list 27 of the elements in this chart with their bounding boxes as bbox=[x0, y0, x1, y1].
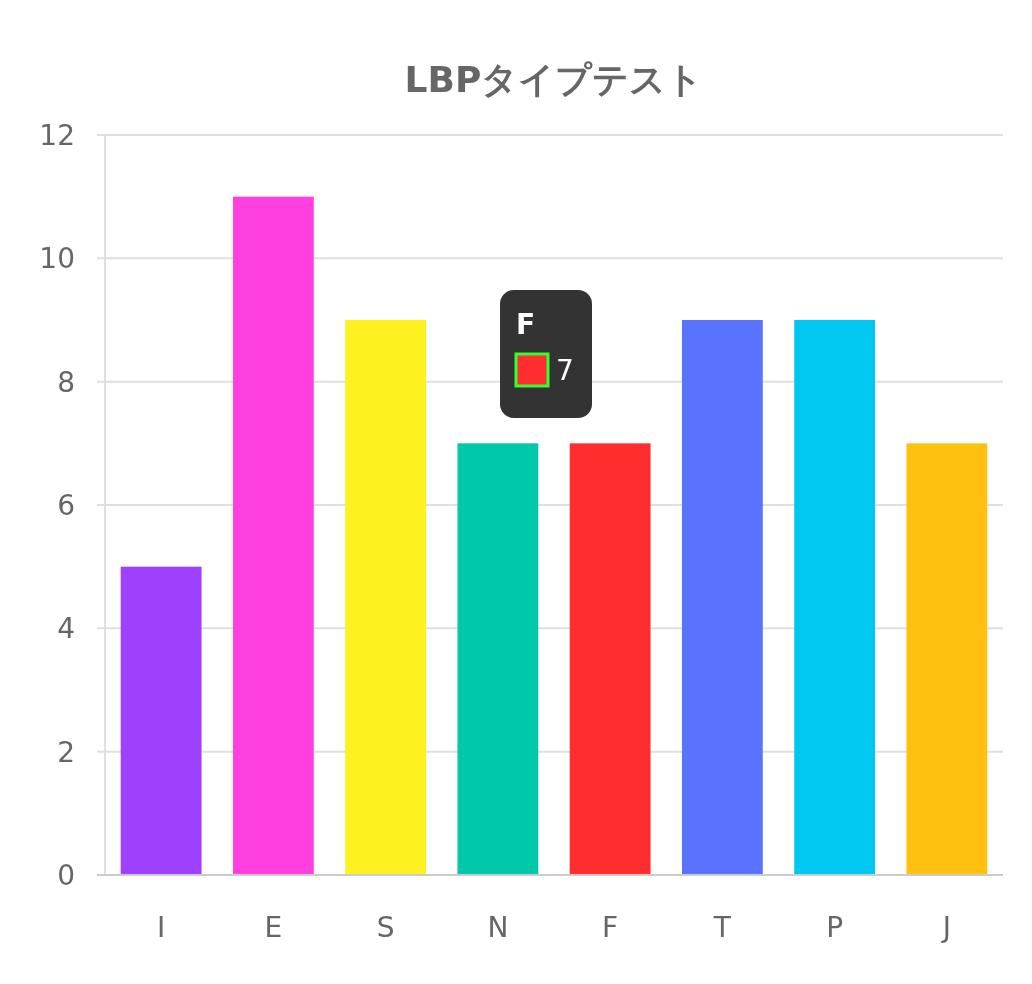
bar bbox=[794, 320, 876, 875]
bar bbox=[569, 443, 651, 875]
y-tick-label: 0 bbox=[57, 859, 75, 892]
bar bbox=[345, 320, 427, 875]
x-tick-label: T bbox=[712, 911, 732, 944]
y-tick-label: 4 bbox=[57, 612, 75, 646]
x-tick-label: E bbox=[264, 911, 283, 944]
bar bbox=[906, 443, 988, 875]
y-tick-label: 6 bbox=[57, 489, 75, 522]
x-tick-label: S bbox=[376, 911, 395, 944]
bar bbox=[457, 443, 539, 875]
x-tick-label: I bbox=[156, 911, 166, 944]
tooltip: F 7 bbox=[500, 290, 592, 418]
y-tick-label: 2 bbox=[57, 735, 75, 769]
x-tick-label: F bbox=[602, 911, 619, 944]
x-tick-label: P bbox=[826, 911, 844, 944]
x-tick-label: J bbox=[940, 911, 952, 944]
annotation: 7 bbox=[556, 354, 574, 387]
bar bbox=[232, 196, 314, 875]
y-tick-label: 12 bbox=[39, 119, 75, 152]
y-tick-label: 10 bbox=[39, 242, 75, 276]
x-tick-label: N bbox=[487, 911, 509, 944]
bar bbox=[120, 566, 202, 875]
bar bbox=[681, 320, 763, 875]
annotation: F bbox=[516, 308, 536, 341]
chart-title: LBPタイプテスト bbox=[404, 59, 704, 100]
y-tick-label: 8 bbox=[57, 365, 75, 399]
